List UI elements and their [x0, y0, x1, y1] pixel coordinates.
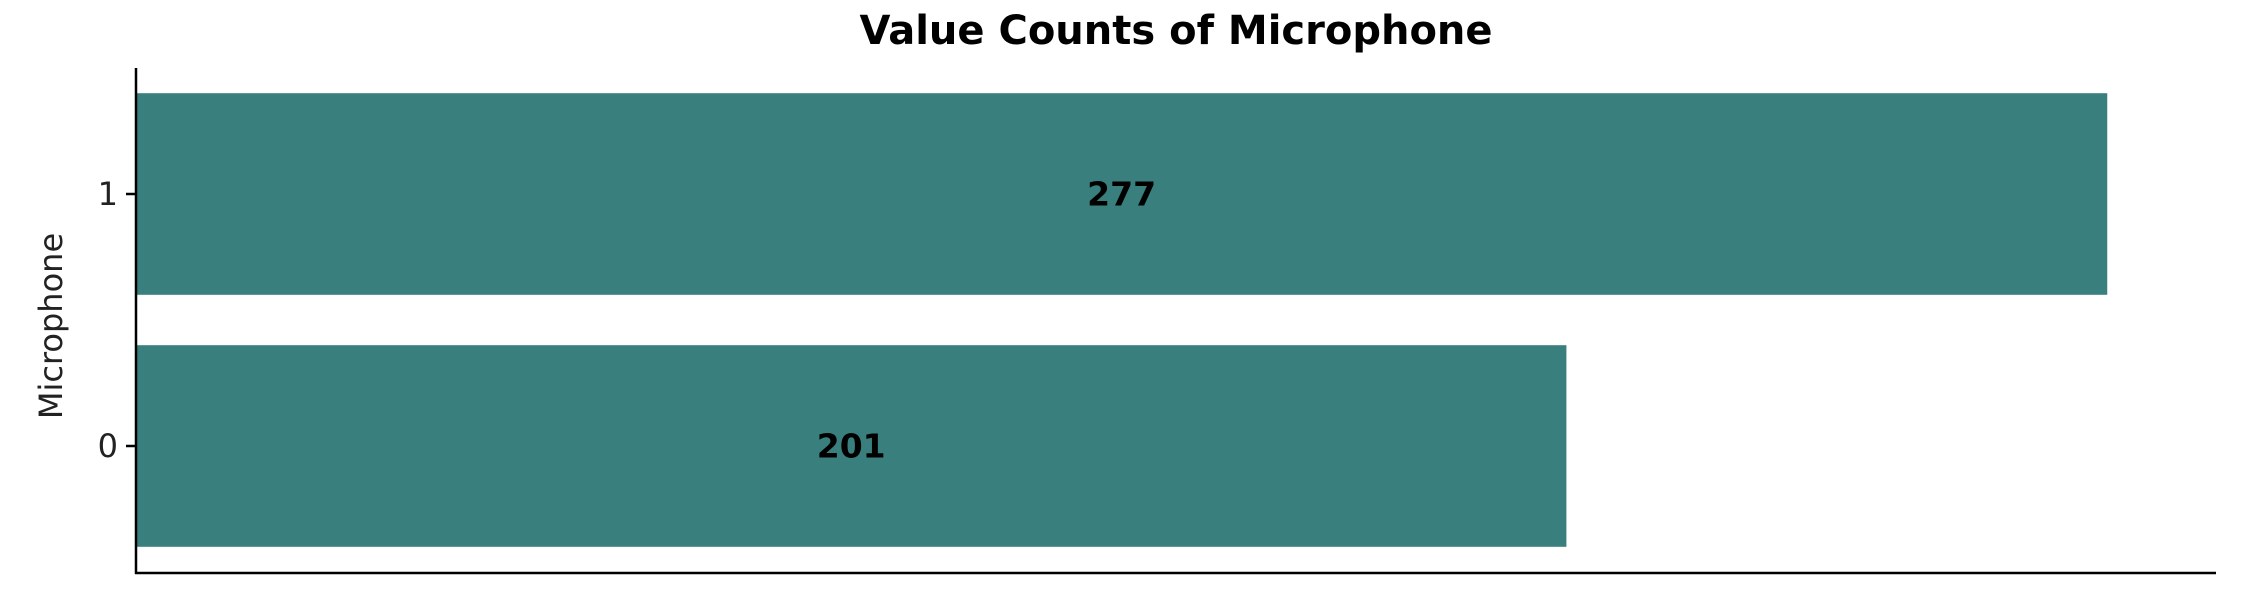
chart-title: Value Counts of Microphone	[859, 8, 1492, 54]
data-label-0: 201	[817, 427, 886, 466]
y-axis-label: Microphone	[32, 233, 70, 419]
y-tick-label-0: 0	[98, 427, 118, 465]
y-tick-label-1: 1	[98, 175, 118, 213]
bars-group: 201 277	[136, 93, 2108, 547]
data-label-1: 277	[1087, 175, 1156, 214]
y-ticks-group: 01	[98, 175, 136, 465]
bar-1	[136, 93, 2108, 295]
bar-0	[136, 345, 1567, 547]
